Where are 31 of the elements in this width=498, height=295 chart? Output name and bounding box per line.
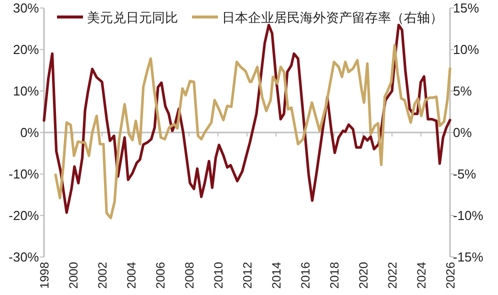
x-tick-label: 2022 xyxy=(386,262,400,289)
x-tick-label: 2008 xyxy=(182,262,196,289)
y2-tick-label: 0% xyxy=(453,125,472,140)
x-tick-label: 2016 xyxy=(298,262,312,289)
y2-tick-label: -10% xyxy=(453,208,484,223)
y2-tick-label: -15% xyxy=(453,250,484,264)
y-tick-label: -10% xyxy=(8,166,40,182)
y-tick-label: 20% xyxy=(12,42,40,57)
x-tick-label: 2002 xyxy=(96,262,110,289)
legend-label: 美元兑日元同比 xyxy=(87,10,178,25)
x-tick-label: 2014 xyxy=(270,262,284,289)
legend-label: 日本企业居民海外资产留存率（右轴） xyxy=(222,10,443,25)
y-tick-label: 0% xyxy=(20,125,40,140)
x-tick-label: 2024 xyxy=(414,262,428,289)
y2-tick-label: 10% xyxy=(453,42,480,57)
x-tick-label: 2026 xyxy=(444,262,458,289)
x-tick-label: 2018 xyxy=(328,262,342,289)
y-tick-label: -30% xyxy=(8,250,40,264)
y2-tick-label: -5% xyxy=(453,166,477,182)
y-tick-label: 10% xyxy=(12,84,40,98)
x-tick-label: 2004 xyxy=(124,262,138,289)
x-tick-label: 2010 xyxy=(212,262,226,289)
x-tick-label: 2020 xyxy=(356,262,370,289)
x-tick-label: 1998 xyxy=(38,262,52,289)
y-tick-label: -20% xyxy=(8,208,40,223)
y-tick-label: 30% xyxy=(12,0,40,16)
x-tick-label: 2000 xyxy=(66,262,80,289)
y2-tick-label: 5% xyxy=(453,84,472,98)
x-tick-label: 2006 xyxy=(154,262,168,289)
x-tick-label: 2012 xyxy=(240,262,254,289)
y2-tick-label: 15% xyxy=(453,0,480,16)
